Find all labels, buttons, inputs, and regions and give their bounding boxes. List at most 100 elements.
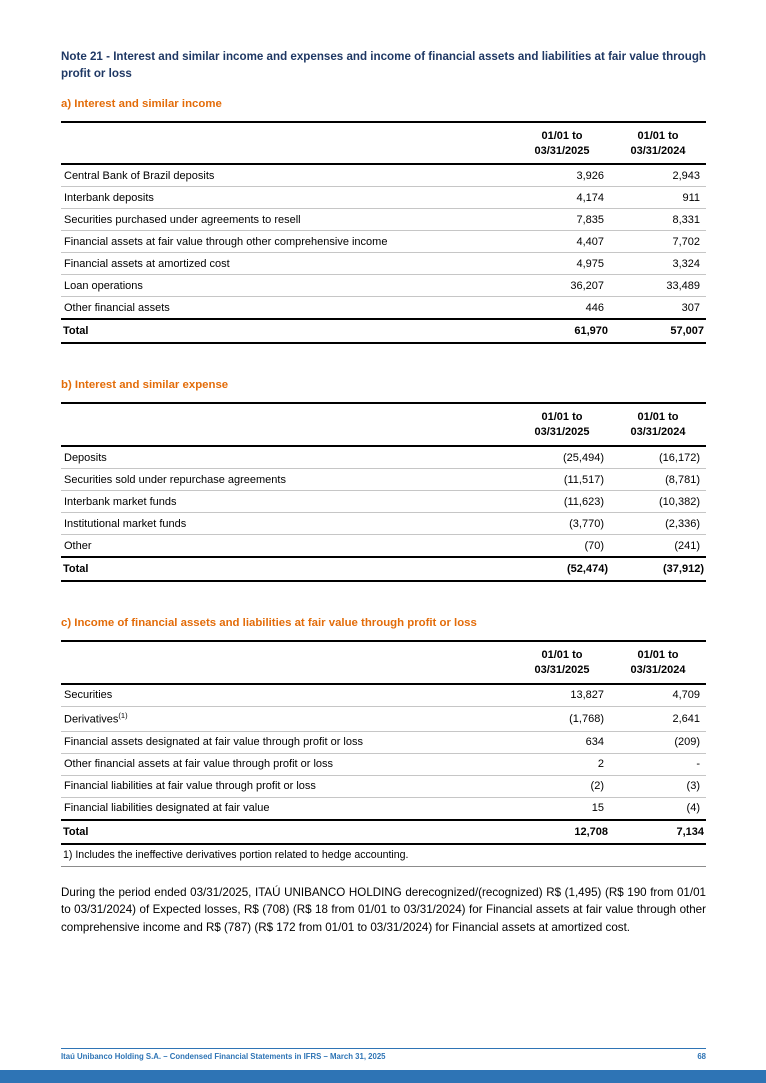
row-label: Other financial assets xyxy=(64,301,170,314)
value-cell: (25,494) xyxy=(514,446,610,470)
table-row: Deposits (25,494) (16,172) xyxy=(61,446,706,470)
table-row: Financial assets designated at fair valu… xyxy=(61,731,706,754)
column-header: 01/01 to 03/31/2024 xyxy=(610,403,706,448)
label-column-header xyxy=(61,403,514,448)
row-label-cell: Institutional market funds xyxy=(61,512,514,536)
row-label: Financial assets at fair value through o… xyxy=(64,235,388,248)
value-cell: - xyxy=(610,753,706,776)
row-label: Interbank market funds xyxy=(64,495,177,508)
value-cell: 4,407 xyxy=(514,230,610,254)
value-cell: 2,943 xyxy=(610,164,706,188)
label-column-header xyxy=(61,121,514,166)
section-fair-value-income: c) Income of financial assets and liabil… xyxy=(61,617,706,867)
table-header-row: 01/01 to 03/31/2025 01/01 to 03/31/2024 xyxy=(61,403,706,448)
table-body: Deposits (25,494) (16,172) Securities sold … xyxy=(61,446,706,558)
table-footnote: 1) Includes the ineffective derivatives … xyxy=(61,845,706,867)
value-cell: 4,174 xyxy=(514,186,610,210)
table-header-row: 01/01 to 03/31/2025 01/01 to 03/31/2024 xyxy=(61,641,706,685)
total-value-cell: (37,912) xyxy=(610,556,706,583)
value-cell: 307 xyxy=(610,296,706,320)
row-label-cell: Financial assets designated at fair valu… xyxy=(61,731,514,754)
table-row: Financial assets at amortized cost 4,975 3… xyxy=(61,252,706,276)
table-row: Derivatives(1) (1,768) 2,641 xyxy=(61,706,706,732)
page-footer: Itaú Unibanco Holding S.A. – Condensed F… xyxy=(61,1048,706,1061)
page-number: 68 xyxy=(697,1052,706,1061)
column-header: 01/01 to 03/31/2024 xyxy=(610,121,706,166)
total-value-cell: (52,474) xyxy=(514,556,610,583)
table-row: Central Bank of Brazil deposits 3,926 2,94… xyxy=(61,164,706,188)
value-cell: (2,336) xyxy=(610,512,706,536)
row-label: Financial liabilities at fair value thro… xyxy=(64,780,316,792)
value-cell: 3,324 xyxy=(610,252,706,276)
row-label-cell: Financial assets at amortized cost xyxy=(61,252,514,276)
value-cell: 911 xyxy=(610,186,706,210)
value-cell: 33,489 xyxy=(610,274,706,298)
table-row: Other (70) (241) xyxy=(61,534,706,558)
value-cell: (1,768) xyxy=(514,706,610,732)
footnote-ref: (1) xyxy=(118,711,128,721)
row-label-cell: Securities sold under repurchase agreeme… xyxy=(61,468,514,492)
value-cell: 36,207 xyxy=(514,274,610,298)
note-title: Note 21 - Interest and similar income an… xyxy=(61,50,706,81)
row-label-cell: Deposits xyxy=(61,446,514,470)
value-cell: 4,709 xyxy=(610,683,706,707)
row-label-cell: Securities purchased under agreements to… xyxy=(61,208,514,232)
table-row: Securities purchased under agreements to… xyxy=(61,208,706,232)
row-label-cell: Financial liabilities designated at fair… xyxy=(61,797,514,820)
table-row: Securities 13,827 4,709 xyxy=(61,683,706,707)
row-label-cell: Interbank market funds xyxy=(61,490,514,514)
section-b-heading: b) Interest and similar expense xyxy=(61,379,229,392)
section-c-heading: c) Income of financial assets and liabil… xyxy=(61,617,477,630)
total-label: Total xyxy=(61,818,514,845)
body-paragraph: During the period ended 03/31/2025, ITAÚ… xyxy=(61,885,706,935)
total-value-cell: 61,970 xyxy=(514,318,610,345)
row-label: Securities sold under repurchase agreeme… xyxy=(64,473,286,486)
value-cell: 2 xyxy=(514,753,610,776)
value-cell: (2) xyxy=(514,775,610,798)
footer-rule xyxy=(61,1048,706,1049)
row-label: Financial assets at amortized cost xyxy=(64,257,230,270)
row-label: Financial assets designated at fair valu… xyxy=(64,736,363,748)
row-label-cell: Other financial assets xyxy=(61,296,514,320)
row-label: Other xyxy=(64,539,92,552)
total-row: Total (52,474) (37,912) xyxy=(61,556,706,583)
value-cell: (11,517) xyxy=(514,468,610,492)
column-header: 01/01 to 03/31/2025 xyxy=(514,641,610,685)
value-cell: 8,331 xyxy=(610,208,706,232)
column-header: 01/01 to 03/31/2024 xyxy=(610,641,706,685)
value-cell: 7,702 xyxy=(610,230,706,254)
total-label: Total xyxy=(61,318,514,345)
row-label-cell: Financial assets at fair value through o… xyxy=(61,230,514,254)
column-header: 01/01 to 03/31/2025 xyxy=(514,121,610,166)
value-cell: 2,641 xyxy=(610,706,706,732)
value-cell: 446 xyxy=(514,296,610,320)
row-label-cell: Interbank deposits xyxy=(61,186,514,210)
total-value-cell: 7,134 xyxy=(610,818,706,845)
total-value-cell: 57,007 xyxy=(610,318,706,345)
row-label-cell: Other financial assets at fair value thr… xyxy=(61,753,514,776)
row-label: Securities xyxy=(64,689,113,702)
value-cell: 3,926 xyxy=(514,164,610,188)
table-row: Securities sold under repurchase agreeme… xyxy=(61,468,706,492)
table-header-row: 01/01 to 03/31/2025 01/01 to 03/31/2024 xyxy=(61,121,706,166)
page-content: Note 21 - Interest and similar income an… xyxy=(61,48,706,937)
table-interest-expense: 01/01 to 03/31/2025 01/01 to 03/31/2024 D… xyxy=(61,402,706,583)
row-label: Interbank deposits xyxy=(64,191,154,204)
total-value-cell: 12,708 xyxy=(514,818,610,845)
section-interest-expense: b) Interest and similar expense 01/01 to… xyxy=(61,379,706,583)
table-body: Securities 13,827 4,709 Derivatives(1) (1,76… xyxy=(61,683,706,820)
value-cell: 4,975 xyxy=(514,252,610,276)
table-row: Financial liabilities at fair value thro… xyxy=(61,775,706,798)
table-row: Financial assets at fair value through o… xyxy=(61,230,706,254)
column-header: 01/01 to 03/31/2025 xyxy=(514,403,610,448)
table-body: Central Bank of Brazil deposits 3,926 2,94… xyxy=(61,164,706,320)
value-cell: 634 xyxy=(514,731,610,754)
value-cell: (11,623) xyxy=(514,490,610,514)
footer-document-title: Itaú Unibanco Holding S.A. – Condensed F… xyxy=(61,1052,386,1061)
value-cell: (4) xyxy=(610,797,706,820)
row-label: Deposits xyxy=(64,451,107,464)
table-row: Interbank market funds (11,623) (10,382) xyxy=(61,490,706,514)
value-cell: 7,835 xyxy=(514,208,610,232)
row-label: Institutional market funds xyxy=(64,517,187,530)
